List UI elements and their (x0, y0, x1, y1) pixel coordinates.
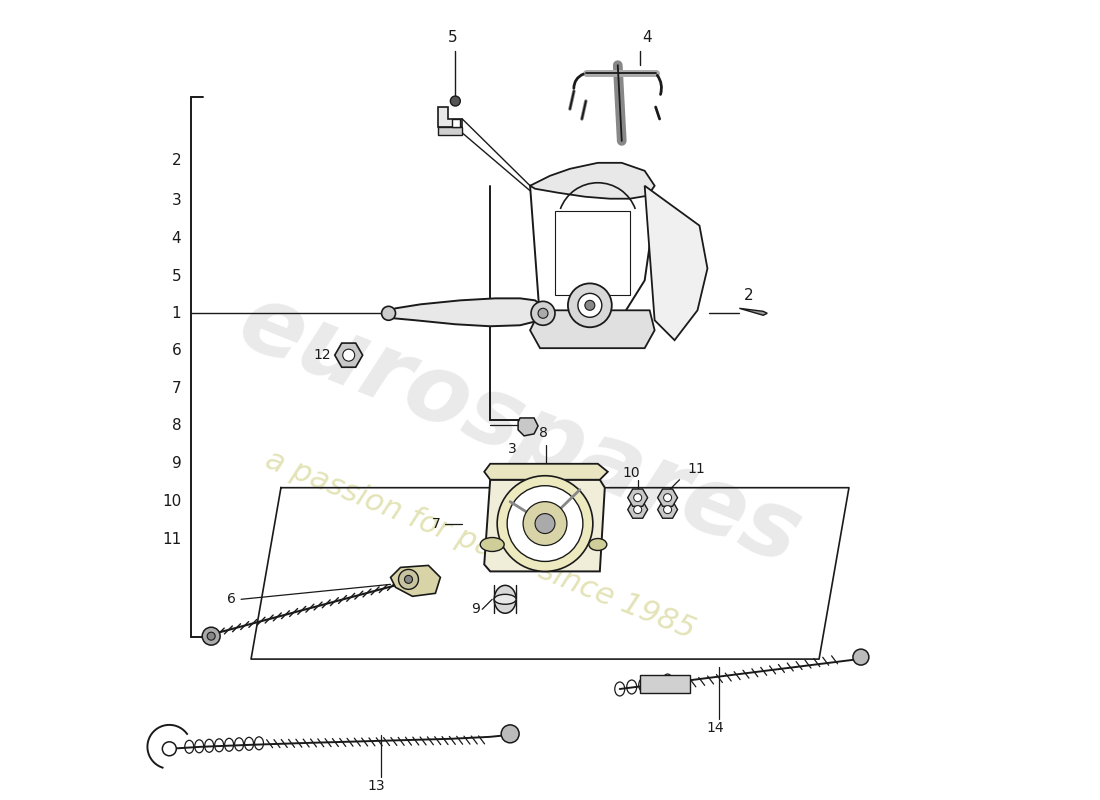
Polygon shape (530, 186, 654, 340)
Text: 10: 10 (623, 466, 640, 480)
Bar (556, 210, 629, 295)
Circle shape (450, 96, 460, 106)
Polygon shape (439, 127, 462, 135)
Polygon shape (628, 501, 648, 518)
Circle shape (585, 300, 595, 310)
Text: 14: 14 (706, 721, 724, 735)
Text: 1: 1 (172, 306, 182, 321)
Text: 13: 13 (367, 778, 385, 793)
Polygon shape (518, 418, 538, 436)
Polygon shape (530, 310, 654, 348)
Ellipse shape (481, 538, 504, 551)
Polygon shape (383, 298, 544, 326)
Polygon shape (390, 566, 440, 596)
Text: 2: 2 (172, 154, 182, 168)
Text: 3: 3 (172, 193, 182, 208)
Text: 7: 7 (431, 517, 440, 530)
Polygon shape (334, 343, 363, 367)
Circle shape (398, 570, 418, 590)
Circle shape (578, 294, 602, 318)
Text: 11: 11 (162, 532, 182, 547)
Circle shape (382, 306, 396, 320)
Circle shape (202, 627, 220, 645)
Circle shape (207, 632, 216, 640)
Text: 4: 4 (172, 231, 182, 246)
Circle shape (568, 283, 612, 327)
Text: 5: 5 (448, 30, 458, 46)
Circle shape (535, 514, 556, 534)
Circle shape (405, 575, 412, 583)
Text: 8: 8 (539, 426, 548, 440)
Text: 3: 3 (508, 442, 517, 456)
Ellipse shape (494, 586, 516, 614)
Polygon shape (645, 186, 707, 340)
Circle shape (163, 742, 176, 756)
Polygon shape (530, 163, 654, 198)
Circle shape (343, 349, 354, 361)
Text: 2: 2 (745, 288, 754, 303)
Circle shape (524, 502, 567, 546)
Ellipse shape (588, 538, 607, 550)
Circle shape (531, 302, 556, 326)
Circle shape (538, 308, 548, 318)
Circle shape (663, 494, 672, 502)
Circle shape (634, 494, 641, 502)
Polygon shape (658, 501, 678, 518)
Text: 4: 4 (642, 30, 652, 46)
Polygon shape (628, 489, 648, 506)
Ellipse shape (494, 594, 516, 604)
Bar (640, 675, 690, 693)
Text: 11: 11 (688, 462, 705, 476)
Text: 10: 10 (162, 494, 182, 509)
Polygon shape (439, 107, 462, 127)
Circle shape (497, 476, 593, 571)
Circle shape (507, 486, 583, 562)
Polygon shape (484, 464, 608, 480)
Circle shape (634, 506, 641, 514)
Polygon shape (484, 480, 605, 571)
Text: 9: 9 (472, 602, 481, 616)
Bar (452, 119, 460, 127)
Circle shape (502, 725, 519, 743)
Circle shape (852, 649, 869, 665)
Text: 5: 5 (172, 269, 182, 284)
Text: 7: 7 (172, 381, 182, 395)
Text: 9: 9 (172, 456, 182, 471)
Text: a passion for parts since 1985: a passion for parts since 1985 (261, 445, 700, 644)
Circle shape (663, 506, 672, 514)
Text: 12: 12 (314, 348, 331, 362)
Polygon shape (739, 308, 767, 315)
Text: eurospares: eurospares (226, 275, 814, 585)
Text: 6: 6 (172, 342, 182, 358)
Text: 6: 6 (228, 592, 236, 606)
Text: 8: 8 (172, 418, 182, 434)
Polygon shape (658, 489, 678, 506)
